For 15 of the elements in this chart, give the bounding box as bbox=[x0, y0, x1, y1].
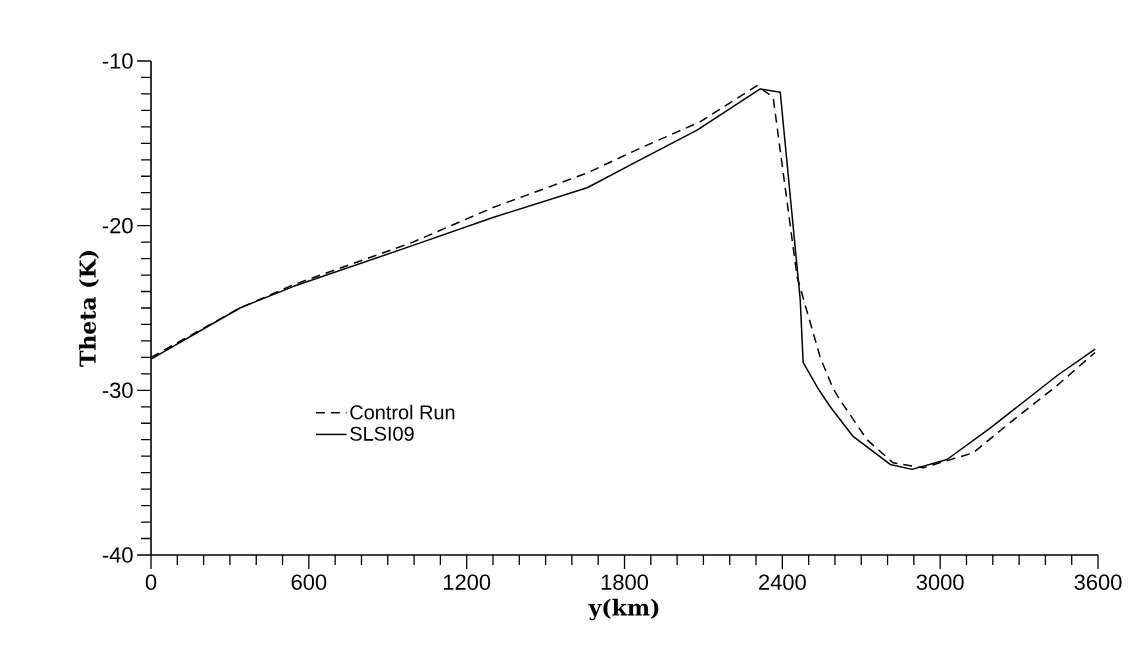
x-tick-label: 1200 bbox=[443, 574, 491, 590]
x-tick-label: 0 bbox=[145, 574, 157, 590]
x-tick-label: 1800 bbox=[601, 574, 649, 590]
x-tick-label: 2400 bbox=[759, 574, 806, 590]
y-tick-label: -30 bbox=[102, 382, 133, 399]
x-axis-title: y(km) bbox=[588, 598, 659, 621]
y-tick-label: -10 bbox=[102, 53, 133, 69]
x-tick-label: 3000 bbox=[916, 574, 964, 590]
y-tick-label: -40 bbox=[102, 547, 133, 563]
x-tick-label: 600 bbox=[291, 574, 327, 590]
y-tick-label: -20 bbox=[102, 217, 133, 234]
legend-label: Control Run bbox=[350, 404, 455, 420]
x-tick-label: 3600 bbox=[1074, 574, 1122, 590]
legend-label: SLSI09 bbox=[350, 426, 414, 441]
y-axis-title: Theta (K) bbox=[78, 251, 100, 367]
